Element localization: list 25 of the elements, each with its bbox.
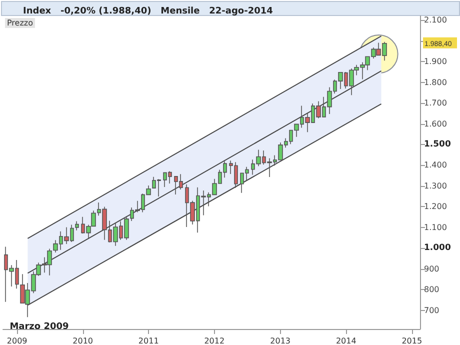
y-tick-label: 900 (424, 264, 440, 274)
y-tick-label: 700 (424, 306, 440, 315)
y-tick-label: 1.600 (424, 119, 447, 128)
y-tick-label: 2.100 (424, 16, 447, 25)
y-tick-label: 1.200 (424, 202, 447, 212)
annotation: Prezzo (7, 18, 34, 28)
annotation: Marzo 2009 (10, 322, 69, 332)
x-tick-label: 2014 (336, 336, 356, 345)
y-tick-label: 1.000 (424, 243, 451, 254)
y-tick-label: 1.400 (424, 160, 447, 170)
x-tick-label: 2013 (270, 336, 291, 345)
y-tick-label: 1.300 (424, 181, 447, 190)
chart-title: Index -0,20% (1.988,40) Mensile 22-ago-2014 (23, 6, 273, 16)
y-tick-label: 1.700 (424, 98, 447, 108)
x-tick-label: 2011 (138, 336, 159, 345)
y-tick-label: 1.900 (424, 57, 447, 66)
y-tick-label: 1.800 (424, 78, 447, 87)
y-tick-label: 1.500 (424, 140, 451, 150)
candlestick (75, 220, 79, 231)
x-tick-label: 2015 (402, 336, 422, 345)
y-tick-label: 1.100 (424, 222, 447, 232)
x-tick-label: 2010 (72, 336, 94, 345)
x-tick-label: 2012 (204, 336, 225, 345)
x-tick-label: 2009 (6, 336, 28, 345)
y-tick-label: 800 (424, 285, 440, 294)
